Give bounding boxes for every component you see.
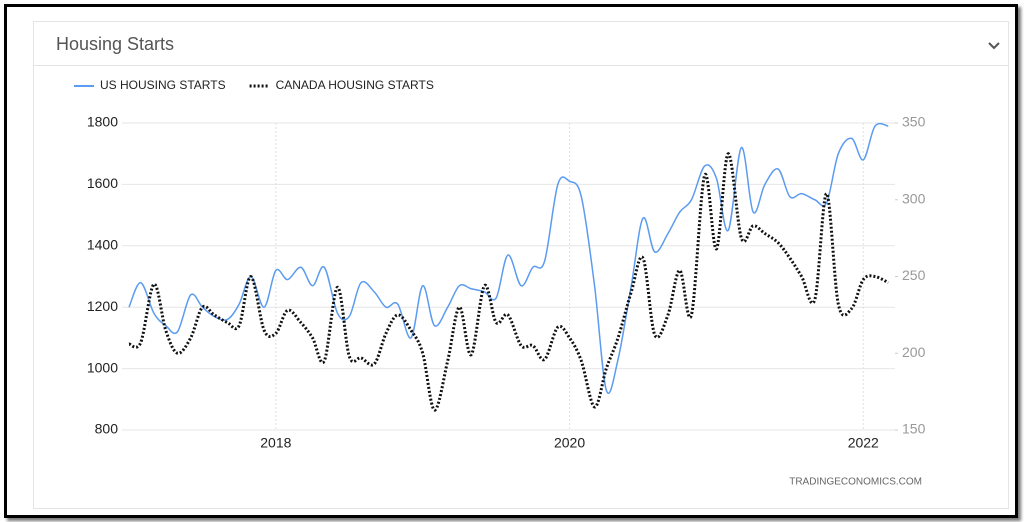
y2-tick-label: 150	[902, 421, 926, 437]
y2-tick-label: 250	[902, 267, 926, 283]
y-tick-label: 1000	[87, 359, 118, 375]
y2-tick-label: 300	[902, 190, 926, 206]
series-line	[128, 122, 889, 394]
y-tick-label: 1600	[87, 175, 118, 191]
y2-tick-label: 350	[902, 114, 926, 130]
source-label: TRADINGECONOMICS.COM	[789, 477, 922, 488]
y-tick-label: 800	[95, 421, 119, 437]
panel-title: Housing Starts	[56, 34, 175, 54]
x-tick-label: 2018	[260, 435, 291, 451]
legend-label: CANADA HOUSING STARTS	[276, 78, 434, 92]
frame: Housing Starts	[4, 4, 1018, 518]
y-tick-label: 1800	[87, 114, 118, 130]
legend-label: US HOUSING STARTS	[100, 78, 226, 92]
chevron[interactable]	[34, 22, 1008, 65]
y-tick-label: 1400	[87, 237, 118, 253]
y2-tick-label: 200	[902, 344, 926, 360]
x-tick-label: 2020	[554, 435, 585, 451]
panel-header[interactable]: Housing Starts	[34, 22, 1008, 66]
x-tick-label: 2022	[848, 435, 879, 451]
series-line	[128, 152, 889, 412]
y-tick-label: 1200	[87, 298, 118, 314]
panel: Housing Starts	[33, 21, 1009, 509]
